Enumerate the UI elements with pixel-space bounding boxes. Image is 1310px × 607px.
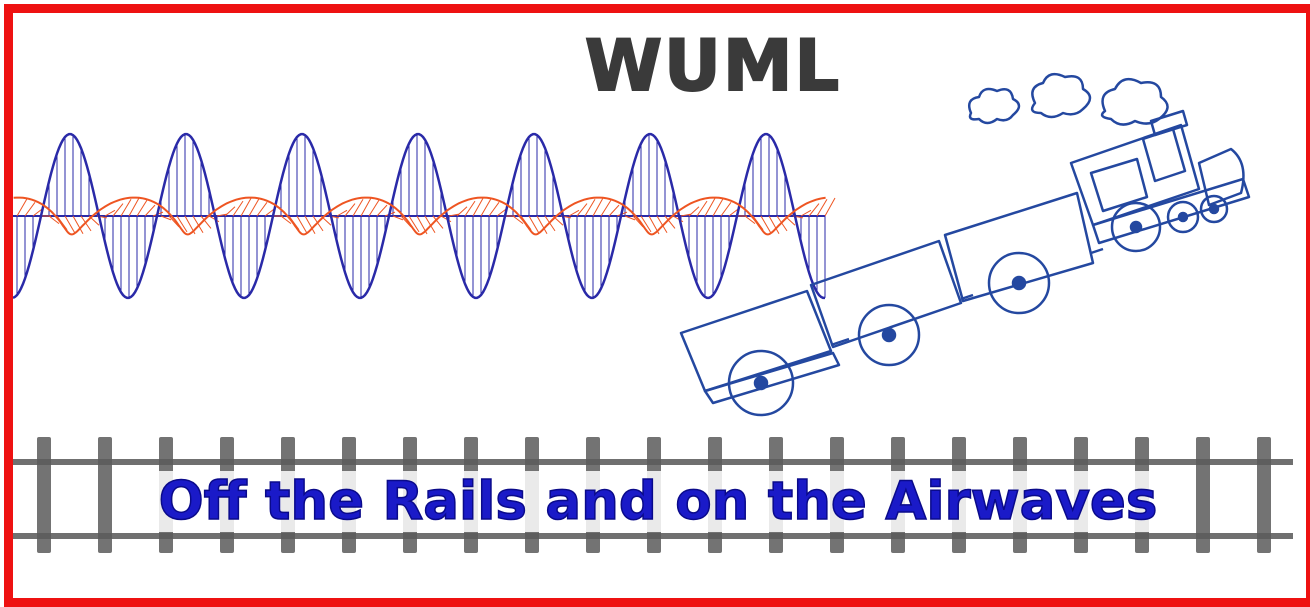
field-arrow xyxy=(408,215,420,233)
field-arrow xyxy=(16,198,28,217)
field-arrow xyxy=(48,215,60,224)
field-arrow xyxy=(488,202,500,217)
banner-subtitle: Off the Rails and on the Airwaves xyxy=(73,471,1243,532)
rail-tie xyxy=(1196,437,1210,553)
field-arrow xyxy=(576,203,588,217)
electric-field-wave xyxy=(13,132,825,300)
field-arrow xyxy=(448,213,460,217)
field-arrow xyxy=(304,215,316,235)
field-arrow xyxy=(800,209,812,217)
field-arrow xyxy=(280,215,292,224)
field-arrow xyxy=(136,199,148,217)
field-arrow xyxy=(704,197,716,217)
field-arrow xyxy=(568,209,580,217)
field-arrow xyxy=(584,199,596,217)
field-arrow xyxy=(664,215,676,229)
field-arrow xyxy=(232,200,244,217)
field-arrow xyxy=(368,199,380,217)
field-arrow xyxy=(144,204,156,217)
field-arrow xyxy=(112,203,124,217)
train-car-1 xyxy=(943,191,1095,315)
field-arrow xyxy=(480,198,492,217)
field-arrow xyxy=(392,215,404,221)
field-arrow xyxy=(128,197,140,217)
field-arrow xyxy=(744,215,756,224)
field-arrow xyxy=(712,198,724,217)
field-arrow xyxy=(248,198,260,217)
field-arrow xyxy=(256,202,268,217)
field-arrow xyxy=(24,202,36,217)
field-arrow xyxy=(336,209,348,217)
field-arrow xyxy=(160,215,172,221)
field-arrow xyxy=(456,206,468,217)
field-arrow xyxy=(216,213,228,217)
banner-subtitle-text: Off the Rails and on the Airwaves xyxy=(148,471,1168,532)
field-arrow xyxy=(656,215,668,233)
field-arrow xyxy=(680,213,692,217)
field-arrow xyxy=(600,199,612,217)
field-arrow xyxy=(376,204,388,217)
field-arrow xyxy=(432,215,444,229)
field-arrow xyxy=(64,215,76,234)
train-car-2 xyxy=(809,239,963,367)
field-arrow xyxy=(464,200,476,217)
field-arrow xyxy=(224,206,236,217)
field-arrow xyxy=(608,204,620,217)
magnetic-field-wave xyxy=(13,196,826,236)
field-arrow xyxy=(352,199,364,217)
locomotive xyxy=(1069,109,1251,253)
field-arrow xyxy=(424,215,436,233)
derailed-train-illustration xyxy=(679,72,1251,417)
field-arrow xyxy=(808,203,820,217)
field-arrow xyxy=(240,197,252,217)
field-arrow xyxy=(512,215,524,224)
field-arrow xyxy=(472,197,484,217)
rail-tie xyxy=(37,437,51,553)
rail-tie xyxy=(98,437,112,553)
banner-frame: WUML Off the Rails and on the Airwaves xyxy=(4,4,1310,607)
smoke-cloud-icon xyxy=(968,72,1169,126)
train-car-3 xyxy=(679,289,841,417)
field-arrow xyxy=(72,215,84,235)
field-arrow xyxy=(592,197,604,217)
field-arrow xyxy=(192,215,204,233)
field-arrow xyxy=(120,199,132,217)
field-arrow xyxy=(768,215,780,235)
field-arrow xyxy=(104,209,116,217)
rail-tie xyxy=(1257,437,1271,553)
em-wave-illustration xyxy=(13,132,836,300)
field-arrow xyxy=(696,200,708,217)
field-arrow xyxy=(720,202,732,217)
field-arrow xyxy=(688,206,700,217)
field-arrow xyxy=(360,197,372,217)
field-arrow xyxy=(296,215,308,234)
field-arrow xyxy=(640,215,652,233)
field-arrow xyxy=(536,215,548,235)
banner-title: WUML xyxy=(584,25,842,107)
field-arrow xyxy=(176,215,188,233)
electric-field-arrows xyxy=(16,134,826,298)
field-arrow xyxy=(528,215,540,234)
field-arrow xyxy=(624,215,636,221)
field-arrow xyxy=(816,199,828,217)
field-arrow xyxy=(200,215,212,229)
field-arrow xyxy=(344,203,356,217)
field-arrow xyxy=(824,197,836,217)
field-arrow xyxy=(760,215,772,234)
